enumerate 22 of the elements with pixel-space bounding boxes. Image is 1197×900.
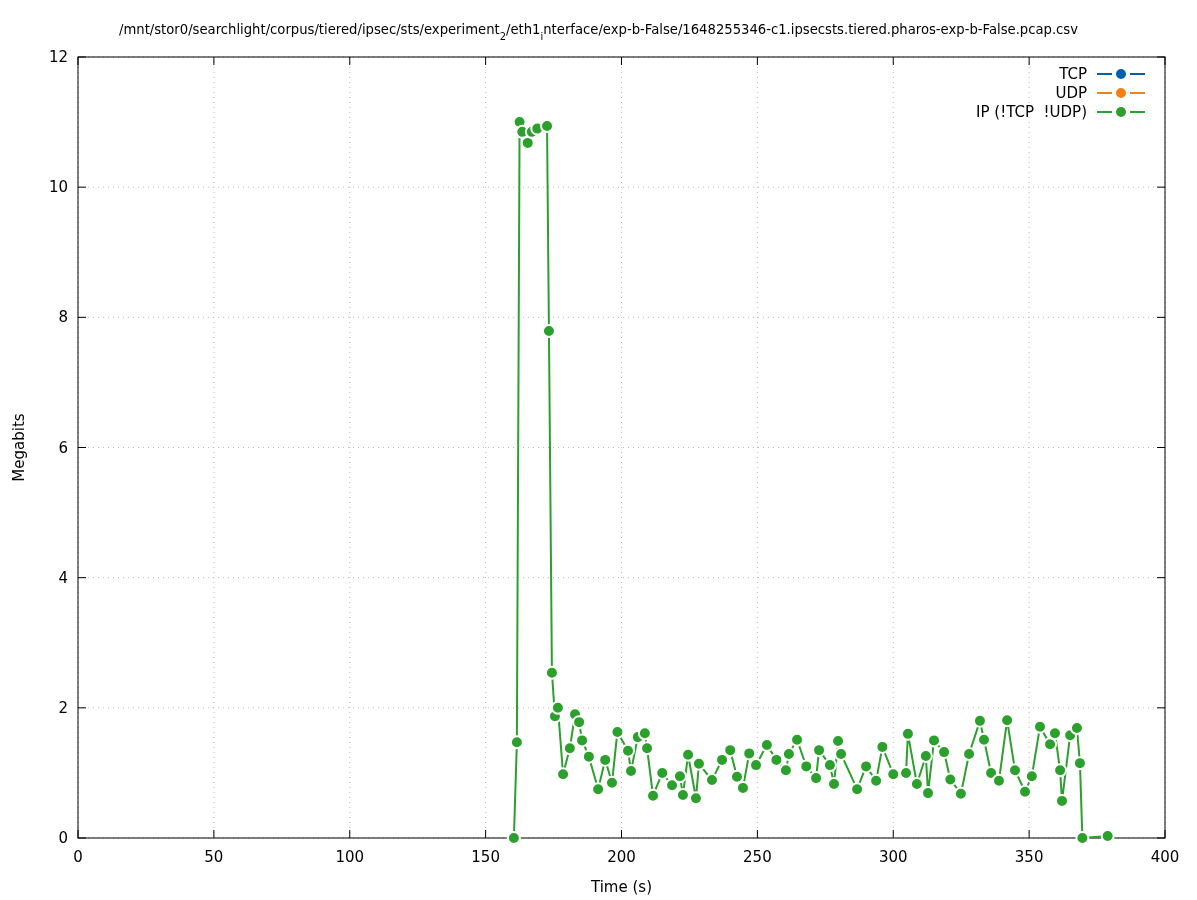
y-tick-label: 4: [58, 568, 68, 587]
x-tick-label: 100: [335, 848, 365, 866]
y-tick-label: 10: [48, 178, 68, 197]
x-tick-label: 400: [1150, 848, 1180, 866]
y-tick-label: 2: [58, 698, 68, 717]
x-tick-label: 300: [878, 848, 908, 866]
x-tick-label: 200: [607, 848, 636, 866]
y-tick-label: 0: [58, 829, 68, 847]
y-tick-label: 12: [48, 48, 68, 66]
y-tick-label: 8: [58, 308, 68, 327]
x-tick-label: 250: [743, 848, 772, 866]
x-tick-label: 0: [73, 848, 83, 866]
legend-label: IP (!TCP !UDP): [976, 103, 1087, 121]
y-tick-label: 6: [58, 438, 68, 457]
chart-title: /mnt/stor0/searchlight/corpus/tiered/ipsec/sts/experiment$_{2}$/eth1$_{i}$nterface/exp-b-False/1648255346-c1.ipsecsts.tiered.pharos-exp-b-False.pcap.csv: [118, 22, 1079, 42]
x-tick-label: 50: [204, 848, 224, 866]
x-tick-label: 350: [1014, 848, 1044, 866]
x-tick-label: 150: [471, 848, 500, 866]
legend-label: TCP: [1058, 65, 1087, 83]
legend-label: UDP: [1055, 84, 1087, 102]
x-axis-title: Time (s): [590, 878, 652, 896]
y-axis-title: Megabits: [10, 413, 28, 482]
